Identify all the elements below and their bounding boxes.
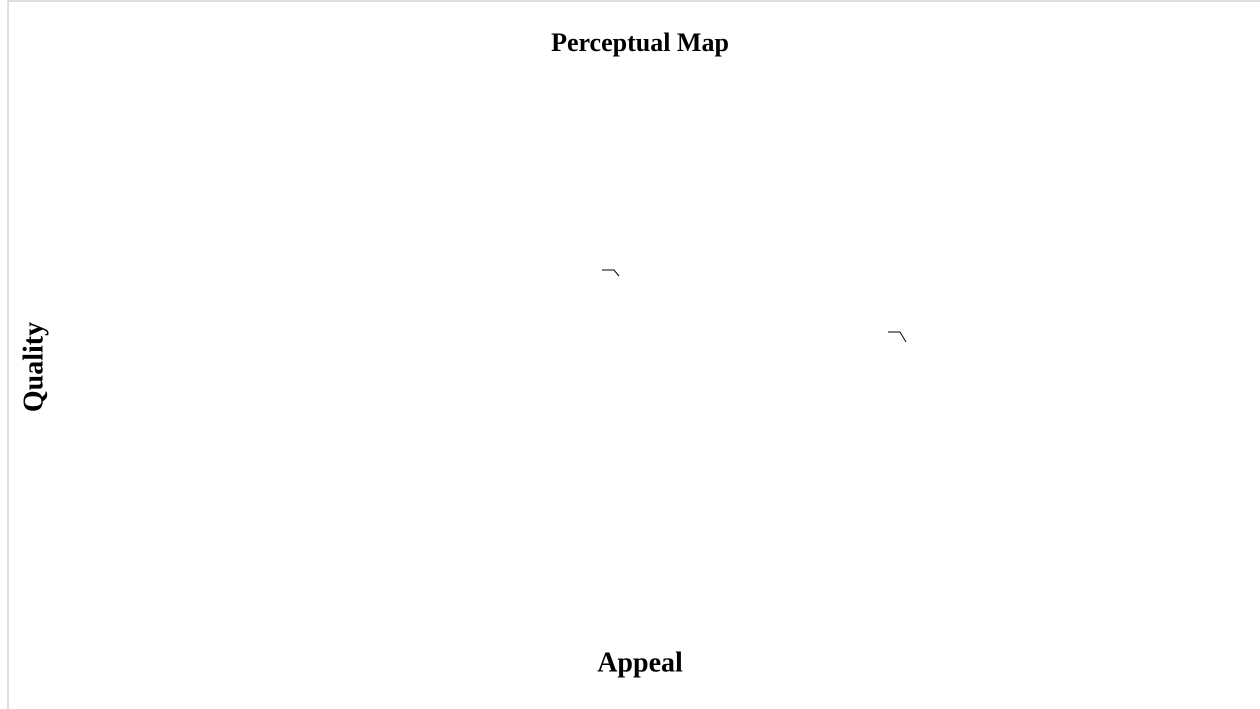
leader-line bbox=[888, 331, 907, 343]
x-axis-title: Appeal bbox=[597, 647, 683, 678]
chart-title: Perceptual Map bbox=[551, 28, 729, 57]
chart-frame bbox=[7, 0, 1260, 709]
leader-line bbox=[602, 269, 620, 277]
y-axis-title: Quality bbox=[18, 322, 49, 412]
